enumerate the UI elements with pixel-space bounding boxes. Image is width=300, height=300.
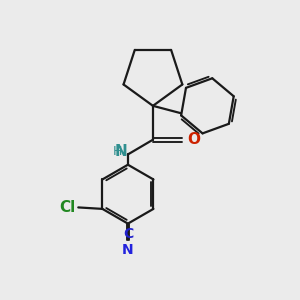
Text: H: H (113, 145, 123, 158)
Text: Cl: Cl (60, 200, 76, 215)
Text: N: N (122, 243, 134, 257)
Text: C: C (123, 227, 133, 241)
Text: N: N (115, 144, 127, 159)
Text: O: O (187, 132, 200, 147)
